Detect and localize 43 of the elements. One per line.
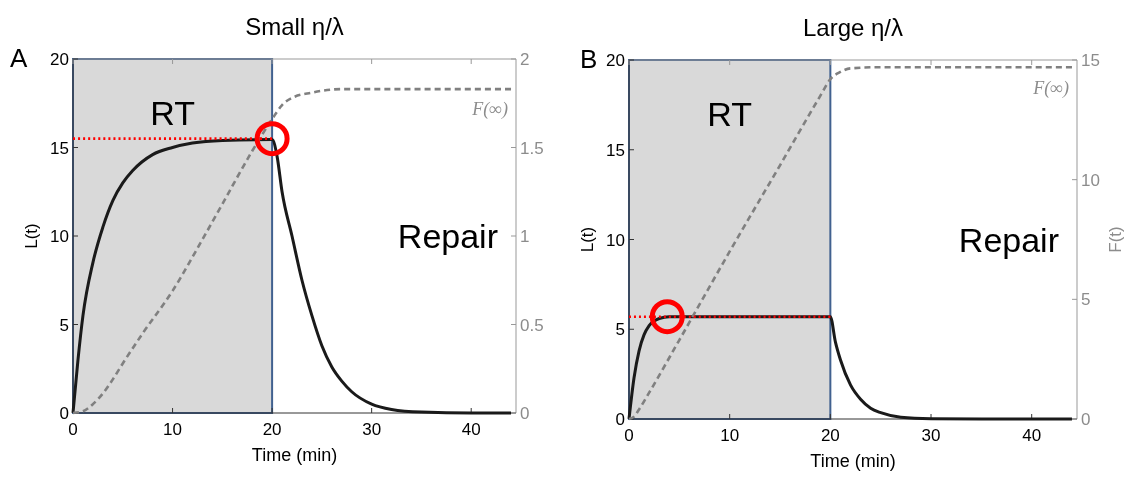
y2-tick-label: 5 xyxy=(1081,290,1091,310)
annotation: Repair xyxy=(958,220,1059,259)
line-series xyxy=(71,87,513,415)
x-tick-label: 10 xyxy=(163,420,183,439)
line-series xyxy=(627,65,1074,421)
y2-tick-label: 1 xyxy=(520,227,530,246)
annotation: F(∞) xyxy=(1032,78,1069,99)
y-tick-label: 0 xyxy=(59,404,69,423)
x-tick-label: 20 xyxy=(820,426,840,445)
y2-tick-label: 0 xyxy=(520,404,530,423)
band-label: RT xyxy=(150,94,195,132)
x-axis-title: Time (min) xyxy=(251,445,338,465)
y2-axis-title: F(t) xyxy=(1106,226,1125,253)
x-tick-label: 30 xyxy=(921,426,941,445)
x-tick-label: 40 xyxy=(461,420,481,439)
x-tick-label: 40 xyxy=(1022,426,1042,445)
annotation: Repair xyxy=(397,217,498,255)
text: A xyxy=(10,43,28,73)
x-tick-label: 10 xyxy=(720,426,740,445)
y-tick-label: 10 xyxy=(50,227,69,246)
y2-tick-label: 10 xyxy=(1081,170,1100,190)
x-tick-label: 30 xyxy=(362,420,382,439)
y-tick-label: 15 xyxy=(606,140,625,160)
band-label: RT xyxy=(707,95,753,133)
line-series xyxy=(71,138,513,415)
y-tick-label: 15 xyxy=(50,138,69,158)
x-axis-title: Time (min) xyxy=(810,451,896,471)
annotation: F(∞) xyxy=(471,99,508,120)
chart-title: Small η/λ xyxy=(245,13,344,40)
y-axis-title: L(t) xyxy=(22,223,41,249)
x-tick-label: 20 xyxy=(262,420,282,439)
y-tick-label: 20 xyxy=(50,50,69,69)
y-tick-label: 5 xyxy=(59,315,69,335)
y-tick-label: 10 xyxy=(606,230,625,250)
y-axis-title: L(t) xyxy=(578,226,597,253)
y2-tick-label: 0.5 xyxy=(520,315,544,335)
y-tick-label: 5 xyxy=(615,320,625,340)
y2-tick-label: 1.5 xyxy=(520,138,544,158)
y2-tick-label: 15 xyxy=(1081,51,1100,70)
text: B xyxy=(580,44,598,74)
chart-title: Large η/λ xyxy=(802,14,904,41)
y-tick-label: 20 xyxy=(606,51,625,70)
y2-tick-label: 2 xyxy=(520,50,530,69)
